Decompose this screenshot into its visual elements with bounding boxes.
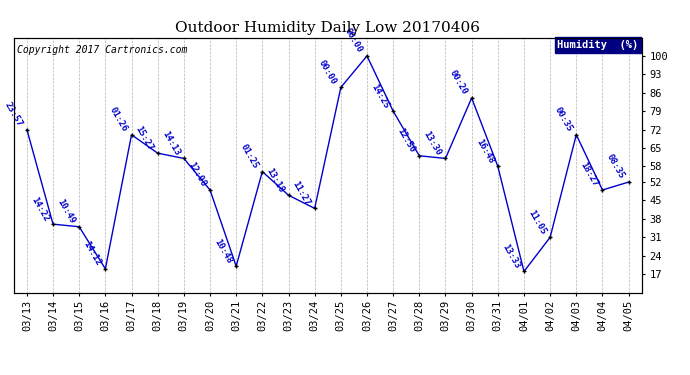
- Text: 00:35: 00:35: [553, 106, 573, 134]
- Point: [597, 187, 608, 193]
- Point: [204, 187, 215, 193]
- Point: [48, 221, 59, 227]
- Title: Outdoor Humidity Daily Low 20170406: Outdoor Humidity Daily Low 20170406: [175, 21, 480, 35]
- Text: 14:12: 14:12: [81, 240, 103, 267]
- Text: Humidity  (%): Humidity (%): [558, 40, 638, 50]
- Point: [152, 150, 164, 156]
- Text: 12:50: 12:50: [395, 127, 417, 154]
- Text: 01:25: 01:25: [239, 142, 259, 170]
- Text: 13:30: 13:30: [422, 129, 443, 157]
- Point: [21, 126, 32, 132]
- Text: 08:35: 08:35: [604, 153, 626, 181]
- Text: 18:27: 18:27: [579, 161, 600, 189]
- Text: 00:00: 00:00: [343, 27, 364, 55]
- Text: 11:27: 11:27: [290, 179, 312, 207]
- Text: 10:49: 10:49: [55, 198, 77, 225]
- Point: [466, 95, 477, 101]
- Text: 14:25: 14:25: [369, 82, 391, 110]
- Text: 14:22: 14:22: [29, 195, 50, 223]
- Text: 00:00: 00:00: [317, 58, 338, 86]
- Point: [257, 169, 268, 175]
- Text: 10:48: 10:48: [213, 237, 233, 265]
- Point: [544, 234, 555, 240]
- Point: [414, 153, 425, 159]
- Point: [126, 132, 137, 138]
- Point: [623, 179, 634, 185]
- Point: [571, 132, 582, 138]
- Point: [230, 263, 241, 269]
- Text: 00:20: 00:20: [448, 69, 469, 97]
- Text: 16:48: 16:48: [474, 137, 495, 165]
- Text: 13:33: 13:33: [500, 242, 522, 270]
- Point: [309, 206, 320, 212]
- Point: [100, 266, 111, 272]
- Point: [335, 84, 346, 90]
- Text: 15:27: 15:27: [134, 124, 155, 152]
- Point: [178, 155, 189, 161]
- Point: [362, 53, 373, 59]
- Text: 14:13: 14:13: [160, 129, 181, 157]
- Text: 11:05: 11:05: [526, 208, 548, 236]
- Point: [440, 155, 451, 161]
- Text: 23:57: 23:57: [3, 100, 24, 128]
- Point: [388, 108, 399, 114]
- Text: Copyright 2017 Cartronics.com: Copyright 2017 Cartronics.com: [17, 45, 187, 55]
- Point: [492, 164, 503, 170]
- Text: 12:08: 12:08: [186, 161, 208, 189]
- Text: 13:18: 13:18: [265, 166, 286, 194]
- Text: 01:26: 01:26: [108, 106, 129, 134]
- Point: [74, 224, 85, 230]
- Point: [283, 192, 294, 198]
- Point: [518, 268, 529, 274]
